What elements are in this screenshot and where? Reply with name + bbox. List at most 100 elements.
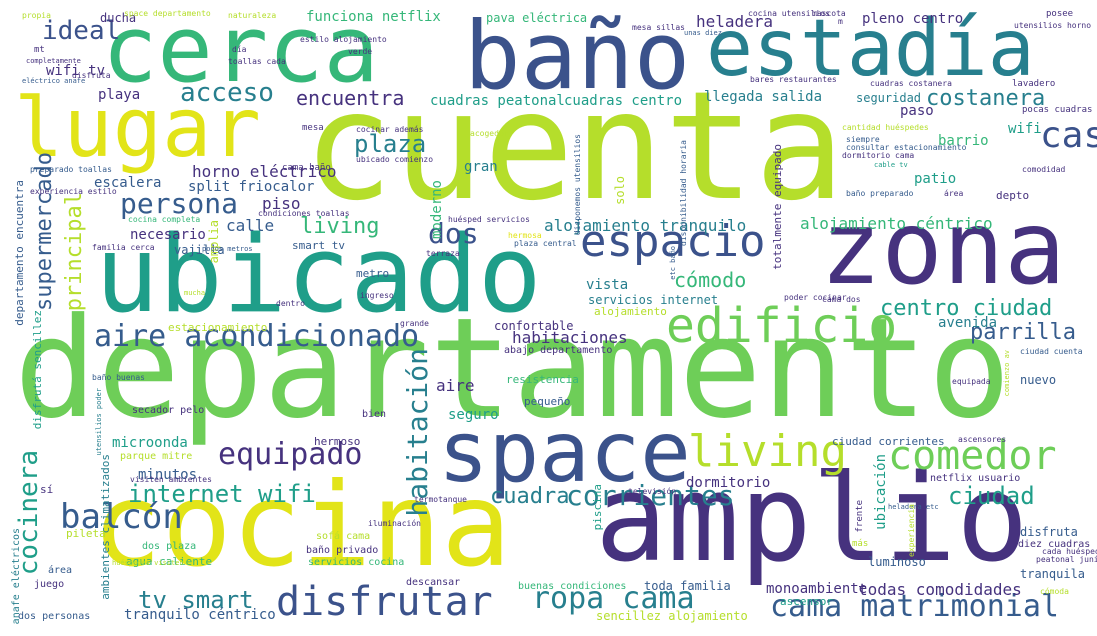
word: pocas cuadras xyxy=(1022,105,1093,115)
word: smart tv xyxy=(292,239,345,252)
word: sí xyxy=(40,483,54,496)
word: tranquilo céntrico xyxy=(124,607,276,623)
word: toda familia xyxy=(644,579,731,593)
word: mesa sillas xyxy=(632,23,685,32)
word: corrientes xyxy=(566,479,735,512)
word: aire xyxy=(436,376,475,395)
word: disponemos utensilios xyxy=(573,134,582,236)
word: space xyxy=(438,403,691,501)
word: cuenta xyxy=(303,60,845,234)
word: ideal xyxy=(42,16,121,46)
word: split friocalor xyxy=(188,179,315,195)
word: playa xyxy=(98,87,141,103)
word: propia xyxy=(22,11,51,20)
word: cocina utensilios xyxy=(748,9,830,18)
word: acogedor xyxy=(470,129,509,138)
word: principal xyxy=(62,192,87,312)
word: área xyxy=(48,565,73,576)
word: agua caliente xyxy=(126,555,213,568)
word: depto xyxy=(996,189,1030,202)
word: preparado toallas xyxy=(30,165,112,174)
word: ingreso xyxy=(360,291,394,300)
word: cable tv xyxy=(874,161,908,169)
word: pocos metros xyxy=(202,245,253,253)
word: dos xyxy=(428,217,479,250)
word: lavadero xyxy=(1012,79,1056,89)
word: dos plaza xyxy=(142,541,197,552)
word: cuadras centro xyxy=(564,93,683,109)
word: equipada xyxy=(952,377,991,386)
word: sofá cama xyxy=(316,531,371,542)
word: totalmente equipado xyxy=(771,144,784,270)
word: minutos xyxy=(138,467,198,483)
word: wifi xyxy=(1008,121,1042,137)
word: comienzo av xyxy=(1003,350,1011,397)
word: costanera xyxy=(926,86,1046,111)
word: mt xyxy=(34,45,45,55)
word: cerca xyxy=(102,0,379,103)
word: anafe eléctricos xyxy=(11,528,22,625)
word: terraza xyxy=(426,249,460,258)
word: peatonal junín xyxy=(1036,555,1097,564)
word: eléctrico anafe xyxy=(22,77,86,85)
word: cocina xyxy=(92,458,512,593)
word: comodidad xyxy=(1022,165,1066,174)
word: pileta xyxy=(66,527,106,540)
word: huésped servicios xyxy=(448,215,530,224)
word: tranquila xyxy=(1020,567,1086,581)
word: casa xyxy=(1040,115,1097,156)
word: ubicado xyxy=(95,213,542,336)
word: cada huésped xyxy=(1042,547,1097,556)
word: baño xyxy=(464,2,691,111)
word: huéspedes visiten xyxy=(112,559,184,567)
word: espacio xyxy=(580,216,766,267)
word: familia cerca xyxy=(92,243,155,252)
word: lugar xyxy=(14,81,261,176)
word: supermercado xyxy=(32,152,57,311)
word: todas comodidades xyxy=(858,580,1022,599)
word: piscina xyxy=(591,484,604,531)
word: cómodo xyxy=(674,268,747,292)
word: frente xyxy=(855,500,865,533)
word: pequeño xyxy=(524,395,571,408)
word: edificio xyxy=(666,298,898,354)
word: acceso xyxy=(180,78,274,108)
word: plaza central xyxy=(514,239,577,248)
word: grande xyxy=(400,319,429,328)
word: servicios cocina xyxy=(308,557,405,568)
word: internet wifi xyxy=(128,480,316,508)
word: vajilla xyxy=(174,243,225,257)
word: sencillez alojamiento xyxy=(596,609,748,623)
word: dormitorio cama xyxy=(842,151,915,160)
word: estilo alojamiento xyxy=(300,35,387,44)
word: persona xyxy=(120,187,239,220)
word: día xyxy=(232,45,247,54)
word: ropa cama xyxy=(532,581,695,616)
word: disfrutar xyxy=(276,579,493,625)
word: cómoda xyxy=(1040,587,1069,596)
word: avenida xyxy=(938,315,998,331)
word: buenas condiciones xyxy=(518,581,627,592)
word: dormitorio xyxy=(686,475,771,491)
word: alojamiento céntrico xyxy=(800,214,993,233)
word: ascensor xyxy=(780,595,833,608)
word: etc baño xyxy=(669,246,677,280)
word: baño buenas xyxy=(92,373,145,382)
word: baño privado xyxy=(306,545,379,556)
word: bien xyxy=(362,409,387,420)
word: baño preparado xyxy=(846,189,914,198)
word: seguro xyxy=(448,407,499,423)
word: experiencia xyxy=(907,504,916,557)
word: verde xyxy=(348,47,373,56)
word: servicios internet xyxy=(588,293,719,307)
word: bares restaurantes xyxy=(750,75,837,84)
word: wifi tv xyxy=(46,63,106,79)
word: comedor xyxy=(888,433,1057,479)
word: visiten ambientes xyxy=(130,475,212,484)
word: condiciones toallas xyxy=(258,209,350,218)
word: confortable xyxy=(494,319,574,333)
word: utensilios poder xyxy=(95,388,103,456)
word: m xyxy=(838,17,843,26)
word: vista xyxy=(586,277,629,293)
word: descansar xyxy=(406,577,461,588)
